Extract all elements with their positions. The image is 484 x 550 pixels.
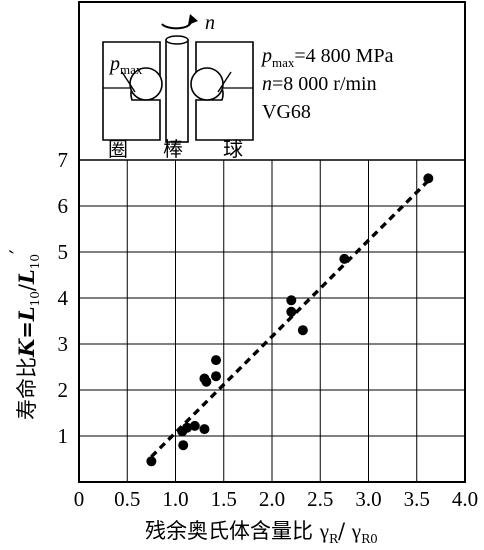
rod-top-icon — [165, 35, 189, 45]
pmax-label: pmax — [108, 53, 143, 77]
x-tick-label: 3.5 — [404, 487, 430, 511]
data-point — [286, 306, 297, 317]
rotation-label: n — [205, 12, 215, 34]
y-tick-label: 4 — [58, 286, 69, 310]
part-label-rod: 棒 — [163, 137, 183, 161]
part-label-ball: 球 — [223, 137, 243, 161]
x-tick-label: 0.5 — [114, 487, 140, 511]
load-arrow-left — [121, 71, 136, 93]
param-oil: VG68 — [262, 101, 311, 123]
trend-line — [150, 179, 430, 458]
y-tick-label: 6 — [58, 194, 69, 218]
x-axis-title: 残余奥氏体含量比 γR/ γR0 — [145, 519, 378, 546]
load-arrow-right — [217, 71, 232, 93]
data-point — [211, 355, 222, 366]
data-point — [286, 295, 297, 306]
x-tick-label: 1.0 — [162, 487, 188, 511]
x-tick-label: 2.5 — [307, 487, 333, 511]
rod-shape — [165, 39, 189, 143]
rotation-arrow-icon — [161, 19, 192, 30]
y-tick-label: 5 — [58, 240, 69, 264]
data-point — [423, 173, 434, 184]
y-tick-label: 1 — [58, 424, 69, 448]
data-point — [211, 371, 222, 382]
data-point — [178, 440, 189, 451]
x-tick-label: 0 — [74, 487, 85, 511]
data-points — [146, 173, 434, 467]
grid — [79, 159, 465, 482]
test-rig-inset: n pmax pmax=4 800 MPa n=8 000 r/min VG68… — [102, 12, 394, 161]
y-axis-ticks: 1 2 3 4 5 6 7 — [58, 148, 69, 448]
y-tick-label: 7 — [58, 148, 69, 172]
part-label-ring: 圈 — [108, 137, 128, 161]
data-point — [182, 422, 193, 433]
data-point — [146, 456, 157, 467]
param-pmax: pmax=4 800 MPa — [260, 45, 394, 70]
data-point — [201, 376, 212, 387]
x-axis-ticks: 0 0.5 1.0 1.5 2.0 2.5 3.0 3.5 4.0 — [74, 487, 478, 511]
data-point — [199, 424, 210, 435]
ball-right-icon — [190, 67, 224, 101]
x-tick-label: 1.5 — [211, 487, 237, 511]
y-axis-title: 寿命比K=L10/L10′ — [6, 249, 42, 420]
rotation-arrowhead-icon — [188, 14, 198, 25]
data-point — [297, 325, 308, 336]
x-tick-label: 4.0 — [452, 487, 478, 511]
param-speed: n=8 000 r/min — [262, 73, 377, 95]
data-point — [339, 253, 350, 264]
x-tick-label: 3.0 — [355, 487, 381, 511]
y-tick-label: 3 — [58, 332, 69, 356]
x-tick-label: 2.0 — [259, 487, 285, 511]
y-tick-label: 2 — [58, 378, 69, 402]
data-point — [189, 420, 200, 431]
